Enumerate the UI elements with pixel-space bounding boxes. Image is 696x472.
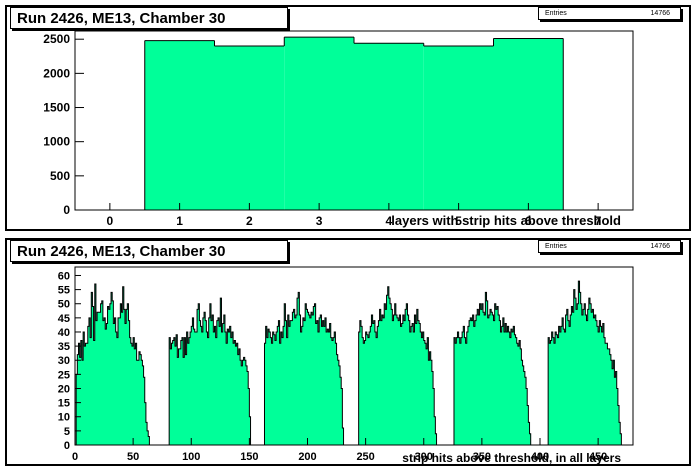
- y-tick-label: 40: [58, 327, 70, 339]
- y-tick-label: 25: [58, 369, 70, 381]
- histogram-bins-outline: [168, 297, 252, 445]
- x-tick-label: 100: [182, 451, 200, 463]
- stats-value: 14766: [650, 10, 670, 17]
- stats-label: Entries: [545, 243, 567, 250]
- y-tick-label: 2000: [43, 66, 70, 80]
- y-tick-label: 10: [58, 412, 70, 424]
- strip-hits-histogram-plot: 0 50 100 150 200 250 300 350 400 450 0 5 10 15 20 25 30 3…: [58, 266, 634, 464]
- y-tick-label: 1500: [43, 101, 70, 115]
- y-tick-label: 20: [58, 383, 70, 395]
- histogram-bar: [423, 46, 494, 210]
- histogram-bins-outline: [75, 283, 151, 446]
- histogram-bins-fill: [453, 292, 532, 445]
- y-tick-label: 50: [58, 299, 70, 311]
- histogram-bar: [354, 43, 424, 210]
- histogram-bar: [214, 46, 285, 210]
- x-tick-label: 150: [240, 451, 258, 463]
- x-tick-label: 5: [455, 214, 462, 228]
- histogram-bins-fill: [548, 281, 622, 445]
- y-tick-label: 1000: [43, 135, 70, 149]
- x-tick-label: 450: [589, 451, 607, 463]
- histogram-bins-outline: [547, 280, 622, 445]
- y-tick-label: 2500: [43, 32, 70, 46]
- histogram-bins-outline: [358, 286, 438, 446]
- stats-value: 14766: [650, 243, 670, 250]
- histogram-pad-layers: 0 1 2 3 4 5 6 7 0 500 1000 1500 2000 2500 layers with…: [5, 5, 691, 231]
- x-tick-label: 400: [531, 451, 549, 463]
- histogram-title: Run 2426, ME13, Chamber 30: [10, 240, 288, 262]
- stats-box: Entries 14766: [538, 240, 681, 253]
- y-tick-label: 500: [50, 169, 70, 183]
- y-tick-label: 0: [64, 440, 70, 452]
- histogram-bar: [284, 37, 354, 210]
- y-tick-label: 0: [63, 203, 70, 217]
- x-tick-label: 300: [415, 451, 433, 463]
- x-tick-label: 6: [525, 214, 532, 228]
- x-tick-label: 4: [386, 214, 393, 228]
- histogram-title: Run 2426, ME13, Chamber 30: [10, 7, 288, 29]
- y-tick-label: 5: [64, 426, 70, 438]
- stats-label: Entries: [545, 10, 567, 17]
- histogram-bins-outline: [263, 291, 345, 445]
- y-tick-label: 45: [58, 313, 70, 325]
- histogram-bar: [493, 38, 564, 211]
- x-tick-label: 0: [107, 214, 114, 228]
- histogram-bins-fill: [264, 292, 344, 445]
- y-tick-label: 60: [58, 270, 70, 282]
- histogram-bins-fill: [358, 286, 438, 445]
- x-tick-label: 2: [246, 214, 253, 228]
- histogram-pad-strips: 0 50 100 150 200 250 300 350 400 450 0 5 10 15 20 25 30 3…: [5, 238, 691, 466]
- y-tick-label: 35: [58, 341, 70, 353]
- x-tick-label: 3: [316, 214, 323, 228]
- layers-histogram-plot: 0 1 2 3 4 5 6 7 0 500 1000 1500 2000 2500 layers with…: [43, 30, 634, 228]
- plot-frame: [74, 30, 634, 211]
- y-tick-label: 55: [58, 285, 70, 297]
- histogram-bar: [144, 40, 215, 211]
- x-tick-label: 7: [595, 214, 602, 228]
- histogram-bins-outline: [453, 291, 532, 446]
- y-tick-label: 30: [58, 355, 70, 367]
- x-tick-label: 0: [72, 451, 78, 463]
- x-axis-label: layers with strip hits above threshold: [391, 213, 621, 228]
- x-tick-label: 250: [356, 451, 374, 463]
- x-tick-label: 1: [176, 214, 183, 228]
- x-axis-label: strip hits above threshold, in all layer…: [402, 451, 621, 464]
- y-tick-label: 15: [58, 398, 70, 410]
- x-tick-label: 200: [298, 451, 316, 463]
- histogram-bins-fill: [169, 298, 251, 445]
- plot-frame: [74, 266, 634, 446]
- x-tick-label: 350: [473, 451, 491, 463]
- stats-box: Entries 14766: [538, 7, 681, 20]
- x-tick-label: 50: [127, 451, 139, 463]
